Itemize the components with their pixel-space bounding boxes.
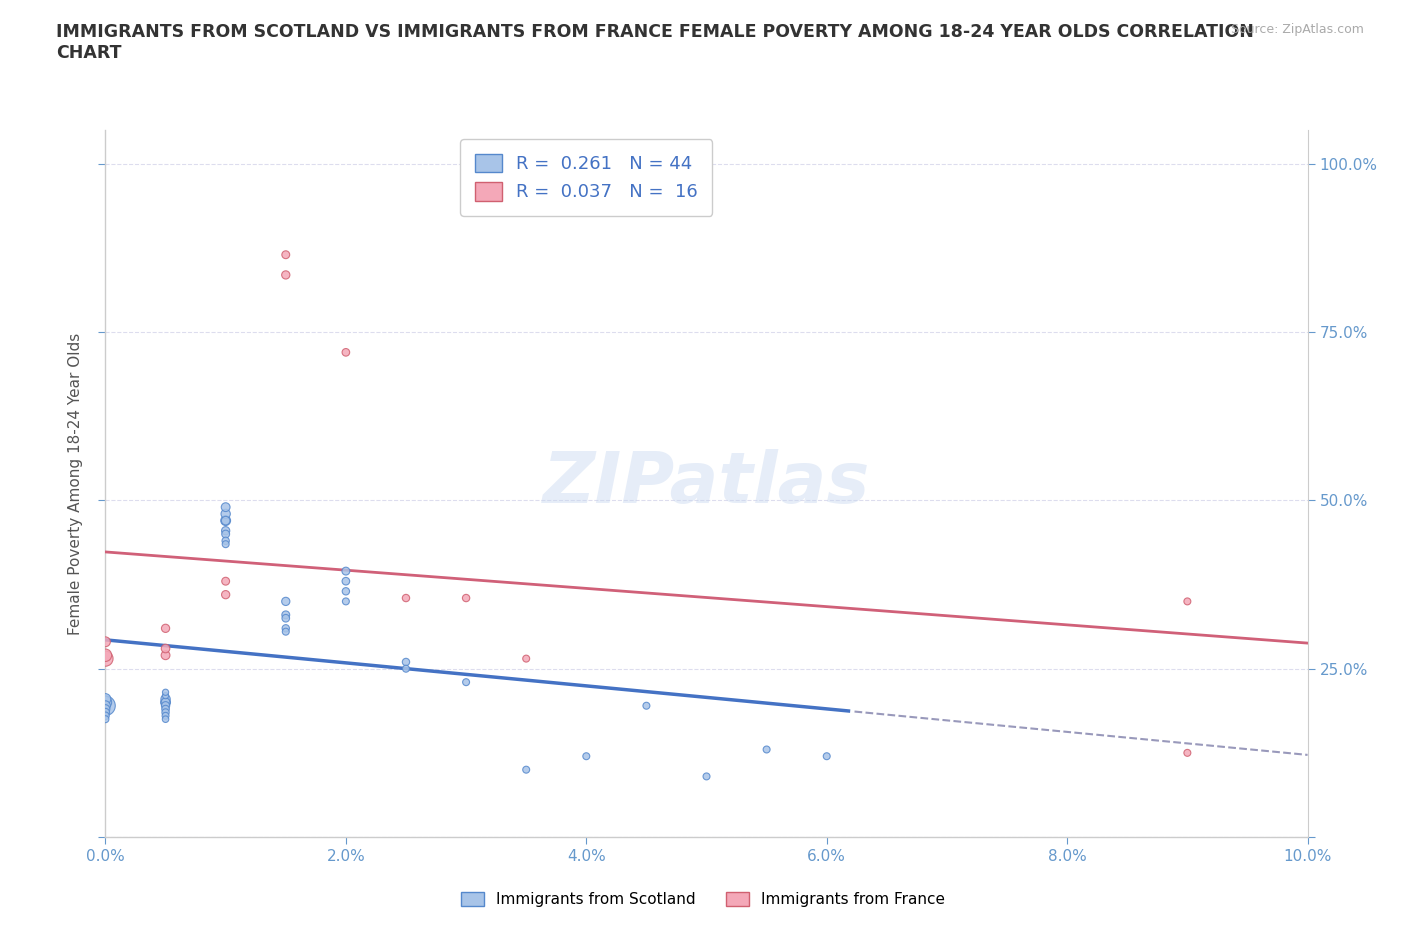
Point (155, 688, 177, 703)
Point (155, 711, 177, 726)
Point (155, 695, 177, 710)
Text: IMMIGRANTS FROM SCOTLAND VS IMMIGRANTS FROM FRANCE FEMALE POVERTY AMONG 18-24 YE: IMMIGRANTS FROM SCOTLAND VS IMMIGRANTS F… (56, 23, 1254, 62)
Point (755, 742, 778, 757)
Point (395, 591, 418, 605)
Point (395, 655, 418, 670)
Point (214, 587, 236, 602)
Point (395, 661, 418, 676)
Point (94, 698, 117, 713)
Point (274, 607, 297, 622)
Point (94, 705, 117, 720)
Point (214, 524, 236, 538)
Legend: R =  0.261   N = 44, R =  0.037   N =  16: R = 0.261 N = 44, R = 0.037 N = 16 (460, 140, 713, 216)
Point (94, 692, 117, 707)
Point (214, 513, 236, 528)
Point (214, 574, 236, 589)
Legend: Immigrants from Scotland, Immigrants from France: Immigrants from Scotland, Immigrants fro… (454, 885, 952, 913)
Point (214, 499, 236, 514)
Point (335, 594, 357, 609)
Point (454, 675, 477, 690)
Point (214, 526, 236, 541)
Point (155, 641, 177, 656)
Point (155, 684, 177, 699)
Point (214, 513, 236, 528)
Point (94, 634, 117, 649)
Point (155, 621, 177, 636)
Point (274, 624, 297, 639)
Point (515, 651, 537, 666)
Point (94, 651, 117, 666)
Point (274, 594, 297, 609)
Text: Source: ZipAtlas.com: Source: ZipAtlas.com (1230, 23, 1364, 36)
Point (274, 247, 297, 262)
Point (94, 711, 117, 726)
Point (335, 345, 357, 360)
Point (155, 648, 177, 663)
Y-axis label: Female Poverty Among 18-24 Year Olds: Female Poverty Among 18-24 Year Olds (67, 333, 83, 635)
Point (274, 621, 297, 636)
Point (696, 769, 718, 784)
Text: ZIPatlas: ZIPatlas (543, 449, 870, 518)
Point (155, 705, 177, 720)
Point (214, 537, 236, 551)
Point (274, 268, 297, 283)
Point (515, 763, 537, 777)
Point (335, 564, 357, 578)
Point (94, 701, 117, 716)
Point (454, 591, 477, 605)
Point (575, 749, 598, 764)
Point (274, 611, 297, 626)
Point (214, 534, 236, 549)
Point (1175, 746, 1198, 761)
Point (815, 749, 838, 764)
Point (155, 709, 177, 724)
Point (1175, 594, 1198, 609)
Point (155, 695, 177, 710)
Point (335, 574, 357, 589)
Point (214, 507, 236, 522)
Point (94, 709, 117, 724)
Point (94, 648, 117, 663)
Point (155, 701, 177, 716)
Point (94, 698, 117, 713)
Point (155, 692, 177, 707)
Point (335, 584, 357, 599)
Point (94, 695, 117, 710)
Point (155, 698, 177, 713)
Point (636, 698, 658, 713)
